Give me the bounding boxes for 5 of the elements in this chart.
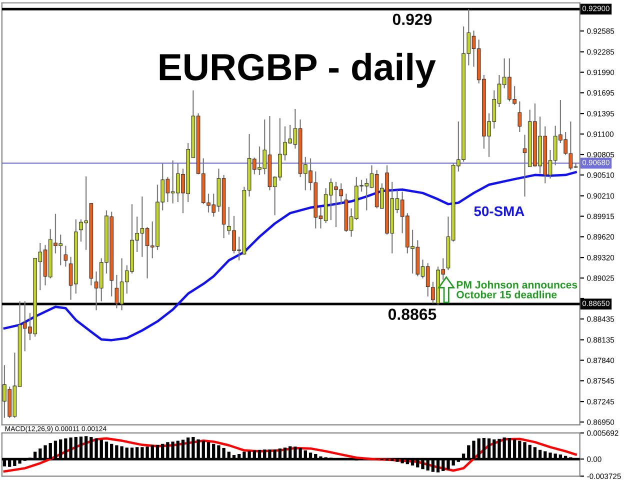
series-label: 50-SMA [474,206,524,216]
annotation: 0.929 [392,14,432,26]
annotation: PM Johnson announces October 15 deadline [456,280,578,298]
annotation: 0.8865 [388,308,436,320]
text: EURGBP - daily [160,52,436,88]
